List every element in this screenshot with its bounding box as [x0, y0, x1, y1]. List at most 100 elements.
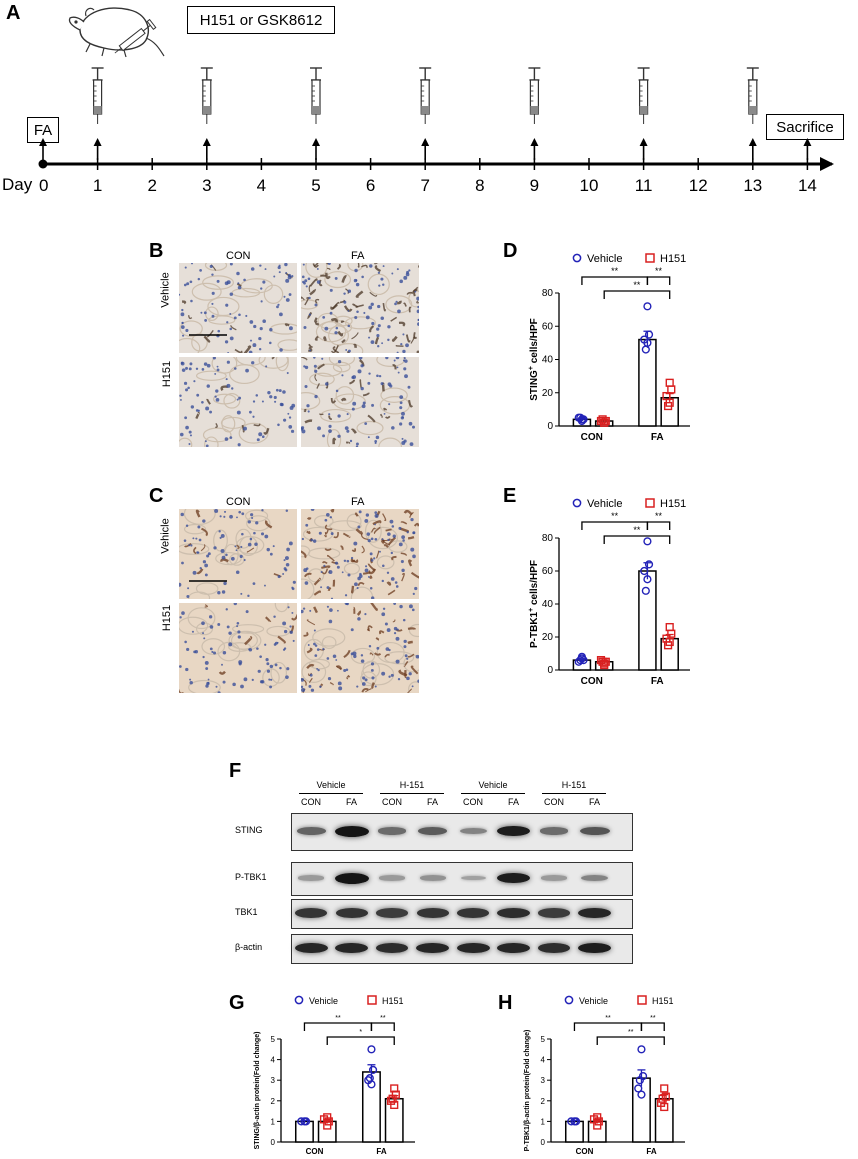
day-tick-label: 8: [475, 176, 484, 195]
fa-start-label: FA: [33, 121, 53, 139]
ihc-sting-image-grid: [179, 263, 419, 448]
day-tick-label: 2: [147, 176, 156, 195]
chart-ptbk1-cells: Vehicle H151 0 20 40 60 80 CON FA P-TBK1+ cells/H…: [528, 498, 690, 687]
bar-h151-fa: [660, 637, 679, 671]
ihc-b-col-con: CON: [226, 250, 251, 262]
day-tick-label: 13: [743, 176, 762, 195]
data-point-h151: [323, 1113, 332, 1122]
x-tick-label: CON: [306, 1147, 324, 1156]
data-point-h151: [667, 385, 676, 394]
legend-marker-vehicle: [294, 995, 304, 1005]
data-point-vehicle: [577, 415, 587, 424]
x-tick-label: FA: [651, 676, 664, 687]
legend-label-h151: H151: [660, 498, 686, 510]
blot-band: [376, 908, 408, 918]
timeline: Day 0 1 2 3 4 5 6 7 8 9 10 11 12 13 14: [2, 67, 834, 195]
blot-band: [298, 875, 324, 881]
sig-bracket-h151-con-fa: [603, 535, 671, 544]
timeline-arrowhead-up: [421, 138, 430, 146]
timeline-arrowhead-up: [803, 138, 812, 146]
data-point-h151: [598, 415, 607, 424]
blot-band: [377, 827, 407, 835]
panel-label-e: E: [503, 485, 517, 507]
data-point-h151: [658, 1094, 667, 1103]
y-axis-label: STING+ cells/HPF: [528, 318, 540, 400]
data-point-vehicle: [644, 330, 654, 339]
syringe-icon: [200, 67, 213, 124]
blot-group-line: [380, 793, 444, 794]
legend-marker-vehicle: [564, 995, 574, 1005]
timeline-arrowhead-up: [39, 138, 47, 146]
blot-group-line: [299, 793, 363, 794]
legend-label-vehicle: Vehicle: [579, 996, 608, 1006]
legend-label-h151: H151: [652, 996, 674, 1006]
blot-band: [457, 908, 489, 918]
blot-band: [295, 908, 327, 918]
x-tick-label: FA: [651, 432, 664, 443]
y-axis-label: STING/β-actin protein(Fold change): [254, 1032, 261, 1150]
panel-label-g: G: [229, 992, 245, 1014]
blot-band: [541, 875, 567, 881]
blot-band: [416, 942, 449, 954]
y-tick-label: 20: [542, 388, 554, 399]
y-tick-label: 2: [541, 1097, 546, 1106]
y-tick-label: 3: [541, 1076, 546, 1085]
y-tick-label: 0: [541, 1138, 546, 1147]
blot-band: [459, 827, 487, 835]
data-point-h151: [665, 622, 674, 632]
ihc-con-h151-image: [179, 603, 297, 693]
timeline-arrowhead: [820, 157, 834, 171]
blot-band: [581, 874, 608, 882]
sig-bracket-h151-con-fa: [596, 1036, 665, 1045]
bar-h151-fa: [384, 1097, 404, 1143]
data-point-vehicle: [634, 1084, 643, 1093]
data-point-h151: [663, 641, 673, 650]
x-tick-label: FA: [646, 1147, 656, 1156]
blot-band: [539, 827, 569, 835]
chart-legend: Vehicle H151: [564, 995, 674, 1006]
blot-lane-label: FA: [426, 797, 438, 807]
data-point-vehicle: [643, 537, 652, 546]
blot-row-label: TBK1: [235, 907, 258, 917]
y-tick-label: 2: [271, 1097, 276, 1106]
blot-lane-label: CON: [301, 797, 321, 807]
blot-group-label: H-151: [561, 780, 587, 790]
data-point-vehicle: [368, 1065, 378, 1075]
timeline-arrowhead-up: [639, 138, 648, 146]
y-tick-label: 4: [541, 1056, 546, 1065]
blot-band: [335, 908, 368, 918]
significance-label: **: [611, 511, 619, 521]
blot-band: [577, 942, 612, 954]
day-tick-label: 10: [580, 176, 599, 195]
data-point-vehicle: [637, 1090, 646, 1099]
syringe-icon: [528, 67, 541, 124]
sacrifice-box: Sacrifice: [766, 114, 844, 140]
sig-bracket-h151-con-fa: [603, 290, 671, 299]
blot-band: [460, 875, 486, 881]
data-point-h151: [667, 629, 676, 638]
chart-sting-cells: Vehicle H151 0 20 40 60 80 CON FA STING+ cells/HP…: [528, 253, 690, 443]
ihc-c-col-fa: FA: [351, 496, 365, 508]
blot-group-label: Vehicle: [478, 780, 508, 790]
significance-label: *: [359, 1029, 362, 1036]
y-tick-label: 3: [271, 1076, 276, 1085]
significance-label: **: [655, 511, 663, 521]
blot-band: [578, 907, 611, 919]
panel-label-f: F: [229, 760, 242, 782]
legend-label-vehicle: Vehicle: [587, 253, 622, 265]
y-tick-label: 60: [542, 321, 554, 332]
blot-band: [419, 875, 446, 881]
day-tick-label: 3: [202, 176, 211, 195]
data-point-vehicle: [643, 302, 652, 311]
chart-sting-fold-change: Vehicle H151 0 1 2 3 4 5 CON FA STING/β-actin prot…: [254, 995, 415, 1156]
legend-label-h151: H151: [382, 996, 404, 1006]
ihc-fa-vehicle-image: [301, 509, 419, 599]
data-point-vehicle: [567, 1117, 576, 1126]
sig-bracket-fa-vehicle-h151: [370, 1022, 395, 1031]
y-tick-label: 4: [271, 1056, 276, 1065]
ihc-ptbk1-image-grid: [179, 509, 419, 694]
data-point-vehicle: [641, 345, 650, 354]
y-tick-label: 60: [542, 566, 554, 577]
blot-row-label: STING: [235, 825, 263, 835]
blot-band: [579, 826, 610, 836]
